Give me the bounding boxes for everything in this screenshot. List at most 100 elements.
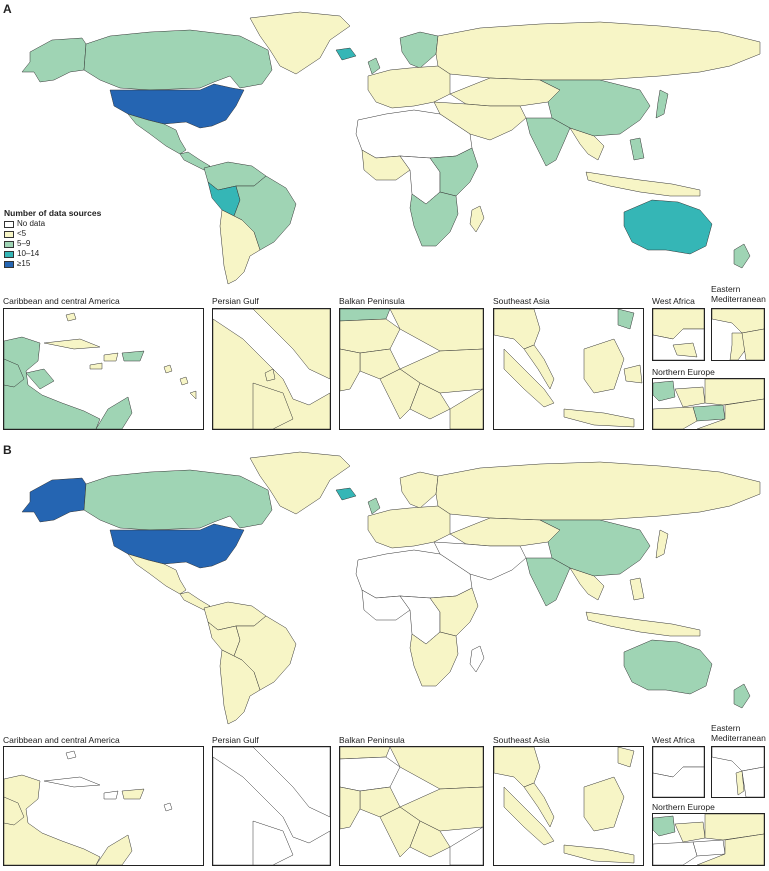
inset-map-caribbean bbox=[3, 308, 204, 430]
region-usa bbox=[109, 523, 245, 569]
inset-label-northern-europe: Northern Europe bbox=[652, 802, 715, 812]
region-east-africa bbox=[429, 147, 479, 197]
inset-map-balkan bbox=[339, 746, 484, 866]
region-india bbox=[525, 557, 571, 607]
legend-swatch-no-data bbox=[4, 220, 14, 228]
legend-title: Number of data sources bbox=[4, 208, 102, 218]
inset-map-eastern-med bbox=[711, 308, 765, 361]
inset-label-southeast-asia: Southeast Asia bbox=[493, 296, 550, 306]
inset-label-caribbean: Caribbean and central America bbox=[3, 296, 120, 306]
region-new-zealand bbox=[733, 243, 751, 269]
region-west-africa bbox=[361, 149, 411, 181]
inset-map-northern-europe bbox=[652, 378, 765, 430]
region-canada bbox=[83, 469, 273, 531]
inset-label-balkan: Balkan Peninsula bbox=[339, 296, 405, 306]
legend-swatch-ge15 bbox=[4, 260, 14, 268]
region-southeast-asia bbox=[569, 567, 605, 601]
legend-swatch-10to14 bbox=[4, 250, 14, 258]
inset-label-eastern-med: Eastern Mediterranean bbox=[711, 723, 766, 743]
legend-label: ≥15 bbox=[17, 259, 31, 268]
region-philippines bbox=[629, 577, 645, 601]
inset-label-west-africa: West Africa bbox=[652, 735, 695, 745]
legend-item: No data bbox=[4, 219, 101, 229]
region-europe bbox=[367, 65, 451, 109]
region-indonesia bbox=[585, 611, 701, 637]
region-central-asia bbox=[449, 517, 561, 547]
region-indonesia bbox=[585, 171, 701, 197]
region-south-cone bbox=[219, 649, 261, 725]
region-mexico bbox=[127, 553, 187, 595]
region-europe bbox=[367, 505, 451, 549]
inset-map-persian-gulf bbox=[212, 746, 331, 866]
region-southern-africa bbox=[409, 191, 459, 247]
region-russia bbox=[435, 461, 761, 521]
region-canada bbox=[83, 29, 273, 91]
inset-map-balkan bbox=[339, 308, 484, 430]
inset-map-southeast-asia bbox=[493, 746, 644, 866]
region-iceland bbox=[335, 47, 357, 61]
legend-swatch-5to9 bbox=[4, 240, 14, 248]
region-central-america bbox=[179, 151, 211, 171]
region-australia bbox=[623, 199, 713, 255]
region-uk bbox=[367, 497, 381, 515]
legend-item: 10–14 bbox=[4, 249, 101, 259]
region-southern-africa bbox=[409, 631, 459, 687]
legend-label: 10–14 bbox=[17, 249, 40, 258]
region-greenland bbox=[249, 451, 351, 515]
inset-map-west-africa bbox=[652, 308, 705, 361]
world-map bbox=[21, 11, 761, 285]
inset-map-southeast-asia bbox=[493, 308, 644, 430]
region-alaska bbox=[21, 37, 87, 83]
region-east-africa bbox=[429, 587, 479, 637]
inset-map-northern-europe bbox=[652, 813, 765, 866]
panel-a: A Number of data sources No data <5 5–9 … bbox=[3, 2, 766, 430]
legend-swatch-lt5 bbox=[4, 230, 14, 238]
region-new-zealand bbox=[733, 683, 751, 709]
panel-letter: A bbox=[3, 2, 12, 16]
inset-label-caribbean: Caribbean and central America bbox=[3, 735, 120, 745]
legend: Number of data sources No data <5 5–9 10… bbox=[4, 208, 101, 269]
region-madagascar bbox=[469, 205, 485, 233]
region-india bbox=[525, 117, 571, 167]
region-central-america bbox=[179, 591, 211, 611]
region-russia bbox=[435, 21, 761, 81]
region-china bbox=[539, 79, 651, 137]
region-madagascar bbox=[469, 645, 485, 673]
inset-map-west-africa bbox=[652, 746, 705, 798]
legend-label: No data bbox=[17, 219, 46, 228]
inset-label-northern-europe: Northern Europe bbox=[652, 367, 715, 377]
legend-label: 5–9 bbox=[17, 239, 31, 248]
inset-label-eastern-med: Eastern Mediterranean bbox=[711, 284, 766, 304]
inset-label-balkan: Balkan Peninsula bbox=[339, 735, 405, 745]
region-mexico bbox=[127, 113, 187, 155]
inset-map-caribbean bbox=[3, 746, 204, 866]
inset-label-persian-gulf: Persian Gulf bbox=[212, 296, 259, 306]
region-scandinavia bbox=[399, 31, 439, 69]
region-philippines bbox=[629, 137, 645, 161]
world-map bbox=[21, 451, 761, 725]
legend-item: 5–9 bbox=[4, 239, 101, 249]
inset-map-eastern-med bbox=[711, 746, 765, 798]
inset-map-persian-gulf bbox=[212, 308, 331, 430]
inset-label-southeast-asia: Southeast Asia bbox=[493, 735, 550, 745]
legend-item: <5 bbox=[4, 229, 101, 239]
region-scandinavia bbox=[399, 471, 439, 509]
legend-label: <5 bbox=[17, 229, 27, 238]
region-japan bbox=[655, 529, 669, 559]
inset-label-persian-gulf: Persian Gulf bbox=[212, 735, 259, 745]
region-greenland bbox=[249, 11, 351, 75]
region-central-asia bbox=[449, 77, 561, 107]
inset-label-west-africa: West Africa bbox=[652, 296, 695, 306]
region-china bbox=[539, 519, 651, 577]
region-uk bbox=[367, 57, 381, 75]
panel-b: B Caribbean and central America Persian … bbox=[0, 440, 769, 871]
region-south-cone bbox=[219, 209, 261, 285]
panel-letter: B bbox=[3, 443, 12, 457]
region-southeast-asia bbox=[569, 127, 605, 161]
region-australia bbox=[623, 639, 713, 695]
legend-item: ≥15 bbox=[4, 259, 101, 269]
region-iceland bbox=[335, 487, 357, 501]
region-usa bbox=[109, 83, 245, 129]
region-alaska bbox=[21, 477, 87, 523]
region-west-africa bbox=[361, 589, 411, 621]
